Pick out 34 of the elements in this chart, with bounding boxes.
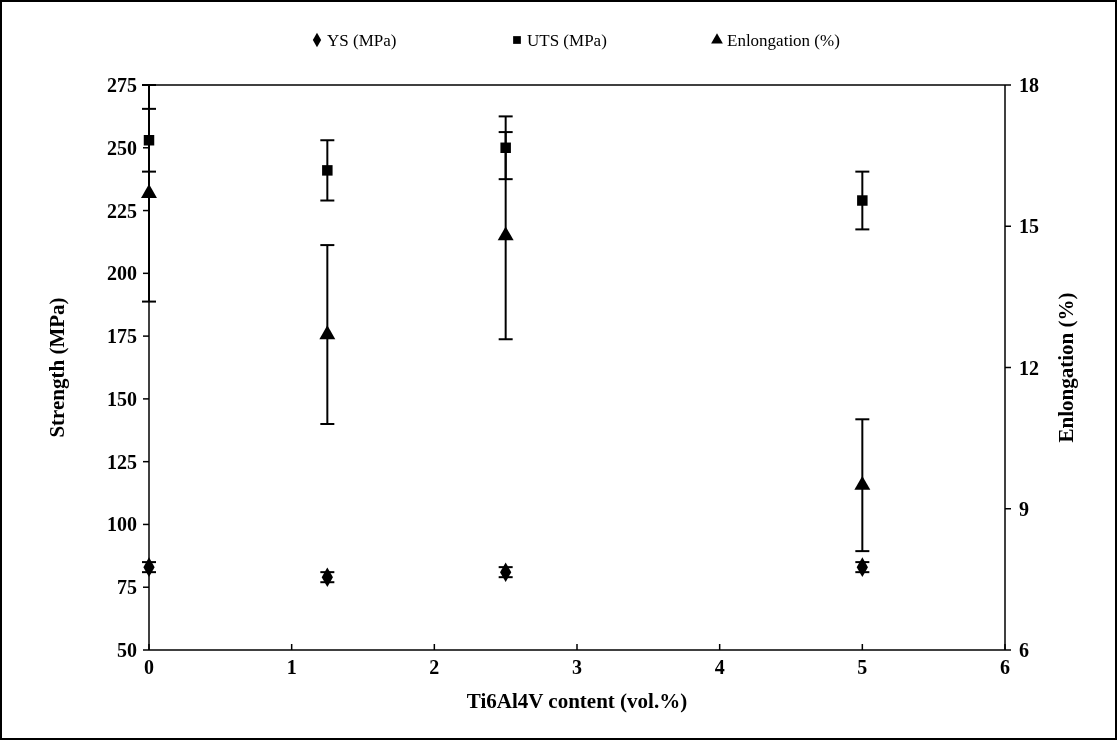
x-tick-label: 2 [429,656,440,678]
x-tick-label: 1 [286,656,297,678]
point [854,476,871,490]
y-tick-label: 250 [107,136,137,159]
legend-label: UTS (MPa) [527,30,607,50]
y-tick-label: 75 [117,576,137,599]
y2-tick-label: 15 [1019,215,1039,238]
x-tick-label: 3 [572,656,582,678]
x-tick-label: 6 [1000,656,1010,678]
y2-tick-label: 12 [1019,356,1039,379]
y-tick-label: 225 [107,199,137,222]
x-tick-label: 4 [714,656,725,678]
y-tick-label: 125 [107,450,137,473]
y2-axis-title: Enlongation (%) [1054,292,1078,443]
point [141,184,157,198]
y-axis-title: Strength (MPa) [45,297,69,438]
legend-label: Enlongation (%) [727,30,840,50]
y2-tick-label: 9 [1019,497,1029,520]
point [322,165,333,176]
y-tick-label: 100 [107,513,137,536]
legend-label: YS (MPa) [327,30,397,50]
x-tick-label: 5 [857,656,868,678]
y-tick-label: 50 [117,639,137,661]
x-axis-title: Ti6Al4V content (vol.%) [466,689,688,713]
point [857,195,868,206]
y-tick-label: 200 [107,262,137,285]
y2-tick-label: 18 [1019,74,1039,96]
point [497,226,514,241]
y-tick-label: 175 [107,325,137,348]
y-tick-label: 150 [107,387,137,410]
x-tick-label: 0 [144,656,154,678]
y-tick-label: 275 [107,74,137,96]
point [319,325,336,340]
y2-tick-label: 6 [1019,639,1029,661]
